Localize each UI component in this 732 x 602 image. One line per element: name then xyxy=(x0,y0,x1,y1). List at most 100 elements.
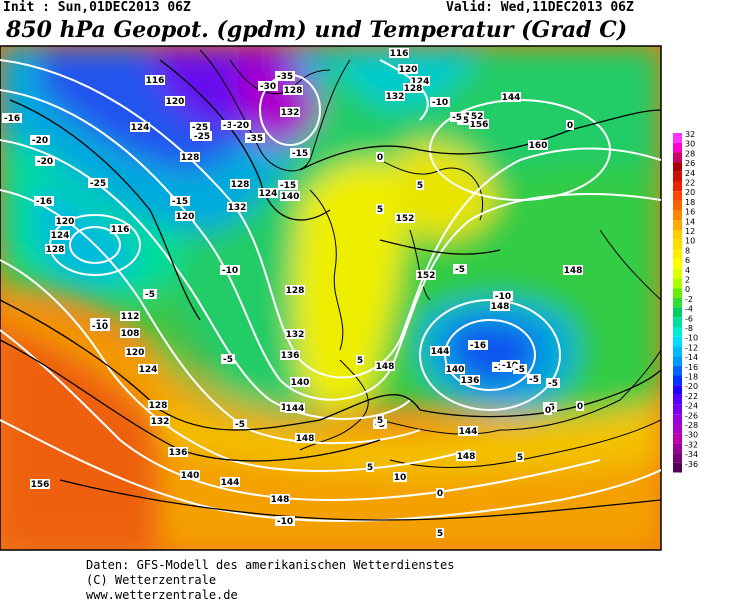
geopotential-label-bg xyxy=(168,447,188,457)
colorbar-swatch xyxy=(673,133,682,143)
temperature-label-bg xyxy=(544,405,552,415)
geopotential-label: 120 xyxy=(176,212,195,222)
temperature-label: -5 xyxy=(548,379,558,389)
colorbar-label: -26 xyxy=(685,411,698,420)
geopotential-label: 120 xyxy=(126,348,145,358)
colorbar-swatch xyxy=(673,249,682,260)
geopotential-label-bg xyxy=(258,188,278,198)
temperature-label: -16 xyxy=(36,197,52,207)
temperature-label-bg xyxy=(376,415,384,425)
footer-website: www.wetterzentrale.de xyxy=(86,588,238,602)
colorbar-label: -12 xyxy=(685,343,698,352)
geopotential-label: 128 xyxy=(404,84,423,94)
geopotential-label: 144 xyxy=(286,404,305,414)
temperature-label-bg xyxy=(450,112,464,122)
geopotential-label-bg xyxy=(180,470,200,480)
colorbar-swatch xyxy=(673,181,682,192)
temperature-label: -10 xyxy=(92,322,108,332)
temperature-label-bg xyxy=(192,131,212,141)
temperature-label: -35 xyxy=(247,134,263,144)
geopotential-label: 132 xyxy=(386,92,405,102)
temperature-label-bg xyxy=(30,135,50,145)
geopotential-label: 116 xyxy=(111,225,130,235)
colorbar-swatch xyxy=(673,394,682,405)
colorbar-label: 22 xyxy=(685,179,695,188)
colorbar-swatch xyxy=(673,443,682,454)
temperature-label: 0 xyxy=(567,121,573,131)
geopotential-label: 148 xyxy=(271,495,290,505)
colorbar-swatch xyxy=(673,297,682,308)
colorbar-swatch xyxy=(673,288,682,298)
colorbar-label: -6 xyxy=(685,314,693,323)
temperature-label-bg xyxy=(393,472,407,482)
geopotential-label: 128 xyxy=(46,245,65,255)
geopotential-label: 136 xyxy=(461,376,480,386)
temperature-label-bg xyxy=(436,488,444,498)
geopotential-label-bg xyxy=(375,361,395,371)
geopotential-label-bg xyxy=(416,270,436,280)
geopotential-label: 160 xyxy=(529,141,548,151)
geopotential-label: 148 xyxy=(457,452,476,462)
temperature-label: -20 xyxy=(37,157,53,167)
colorbar-label: -14 xyxy=(685,353,698,362)
colorbar-label: -20 xyxy=(685,382,698,391)
valid-time: Valid: Wed,11DEC2013 06Z xyxy=(446,0,634,15)
temperature-label-bg xyxy=(258,81,278,91)
geopotential-label-bg xyxy=(180,152,200,162)
temperature-label: 5 xyxy=(357,356,363,366)
geopotential-label-bg xyxy=(389,48,409,58)
temperature-label: -20 xyxy=(233,121,249,131)
colorbar-swatch xyxy=(673,365,682,376)
temperature-contours xyxy=(0,59,661,521)
temperature-label: -5 xyxy=(145,290,155,300)
temperature-labels: -16-20-20-16-15-10-5-10-25-20-25-30-35-2… xyxy=(2,71,584,539)
colorbar-label: 26 xyxy=(685,159,695,168)
temperature-label-bg xyxy=(516,452,524,462)
geopotential-labels: 1161201241281281321201241201241281161121… xyxy=(30,48,583,505)
colorbar-swatch xyxy=(673,414,682,424)
colorbar-label: 28 xyxy=(685,149,695,158)
colorbar-label: 16 xyxy=(685,208,695,217)
geopotential-label: 144 xyxy=(459,427,478,437)
temperature-label-bg xyxy=(233,419,247,429)
geopotential-label-bg xyxy=(403,83,423,93)
geopotential-label: 152 xyxy=(465,112,484,122)
geopotential-contours xyxy=(0,59,661,522)
temperature-label: -10 xyxy=(502,361,518,371)
temperature-label-bg xyxy=(278,180,298,190)
temperature-label-bg xyxy=(245,133,265,143)
geopotential-label: 116 xyxy=(390,49,409,59)
temperature-label-bg xyxy=(527,374,541,384)
colorbar-swatch xyxy=(673,346,682,357)
geopotential-label: 140 xyxy=(291,378,310,388)
temperature-label: 5 xyxy=(377,205,383,215)
colorbar-swatch xyxy=(673,404,682,415)
map-frame xyxy=(0,45,662,551)
temperature-label: -5 xyxy=(223,355,233,365)
temperature-label: 0 xyxy=(577,402,583,412)
geopotential-label: 148 xyxy=(491,302,510,312)
temperature-label: -35 xyxy=(277,72,293,82)
geopotential-label-bg xyxy=(280,350,300,360)
temperature-label-bg xyxy=(376,204,384,214)
colorbar-swatch xyxy=(673,336,682,347)
colorbar-label: -2 xyxy=(685,295,693,304)
temperature-label-bg xyxy=(576,401,584,411)
geopotential-label: 156 xyxy=(470,120,489,130)
colorbar-label: 32 xyxy=(685,130,695,139)
geopotential-label-bg xyxy=(460,375,480,385)
temperature-label: 10 xyxy=(394,473,407,483)
temperature-label: 5 xyxy=(437,529,443,539)
geopotential-label: 128 xyxy=(284,86,303,96)
geopotential-label: 124 xyxy=(51,231,70,241)
temperature-label: -10 xyxy=(495,292,511,302)
colorbar-label: 2 xyxy=(685,276,690,285)
geopotential-label: 124 xyxy=(411,77,430,87)
geopotential-label: 152 xyxy=(417,271,436,281)
geopotential-label-bg xyxy=(130,122,150,132)
geopotential-label: 156 xyxy=(31,480,50,490)
geopotential-label: 140 xyxy=(446,365,465,375)
geopotential-label: 132 xyxy=(286,330,305,340)
colorbar-label: -4 xyxy=(685,305,693,314)
geopotential-label-bg xyxy=(55,216,75,226)
